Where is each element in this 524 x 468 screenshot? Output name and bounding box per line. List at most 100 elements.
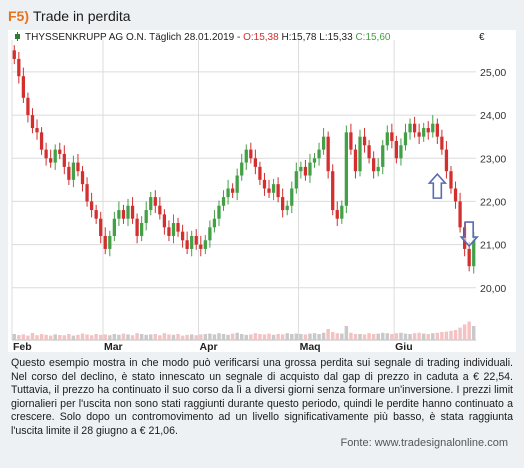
candle-body <box>294 171 298 189</box>
y-tick-label: 20,00 <box>480 283 506 295</box>
volume-bar <box>326 329 330 340</box>
x-month-label: Feb <box>13 341 32 353</box>
candle-body <box>253 158 258 167</box>
volume-bar <box>139 334 144 340</box>
exit-arrow-down-icon <box>459 221 479 248</box>
volume-bar <box>294 333 299 340</box>
volume-bar <box>458 327 462 340</box>
candle-body <box>426 128 430 133</box>
header-high: H:15,78 <box>281 32 317 43</box>
volume-bar <box>194 335 198 340</box>
volume-bar <box>244 334 249 340</box>
candle-body <box>89 201 94 211</box>
volume-bar <box>271 334 276 340</box>
candle-body <box>267 188 271 193</box>
volume-bar <box>381 332 385 340</box>
volume-bar <box>39 334 44 340</box>
volume-bar <box>321 332 326 340</box>
volume-bar <box>149 334 153 340</box>
candle-body <box>153 197 157 206</box>
figure-title: F5) Trade in perdita <box>8 8 131 24</box>
volume-bar <box>26 335 30 340</box>
candle-body <box>299 166 303 172</box>
candlestick-chart: 20,00 21,00 22,00 23,00 24,00 25,00 Feb Mar Apr M… <box>11 40 506 353</box>
candle-body <box>344 132 348 206</box>
volume-bar <box>440 332 444 340</box>
volume-bar <box>385 333 390 340</box>
volume-bar <box>203 334 208 340</box>
candle-body <box>85 184 89 202</box>
volume-bar <box>299 334 303 340</box>
candle-body <box>199 244 203 249</box>
candle-body <box>17 58 21 77</box>
candle-body <box>130 205 135 219</box>
volume-bar <box>290 334 294 340</box>
volume-bar <box>135 333 139 340</box>
volume-bar <box>62 335 67 340</box>
candle-body <box>221 197 226 206</box>
candle-body <box>208 227 212 241</box>
candle-body <box>244 149 248 163</box>
volume-bar <box>467 321 471 340</box>
volume-bar <box>117 334 121 340</box>
candle-body <box>94 210 98 219</box>
volume-bar <box>449 330 453 340</box>
candle-body <box>372 158 376 172</box>
candle-body <box>21 76 26 98</box>
volume-bar <box>453 330 458 340</box>
candle-body <box>440 136 444 150</box>
volume-bar <box>44 334 48 340</box>
candle-body <box>171 223 176 236</box>
volume-bar <box>208 333 212 340</box>
x-month-label: Maq <box>300 341 321 353</box>
volume-bar <box>158 335 162 340</box>
candle-body <box>312 158 317 163</box>
volume-bar <box>230 333 235 340</box>
candle-body <box>149 197 153 211</box>
figure-title-text: Trade in perdita <box>33 8 131 24</box>
volume-bar <box>221 334 226 340</box>
volume-bar <box>53 334 57 340</box>
volume-bar <box>185 334 189 340</box>
volume-bar <box>408 334 412 340</box>
candle-body <box>422 128 426 137</box>
volume-bar <box>58 335 62 340</box>
chart-area <box>8 30 516 352</box>
volume-bar <box>85 334 89 340</box>
volume-bar <box>167 334 171 340</box>
volume-bar <box>276 334 280 340</box>
candle-body <box>203 240 207 249</box>
volume-bar <box>371 334 376 340</box>
candle-body <box>444 149 449 172</box>
candle-body <box>381 145 385 167</box>
x-month-label: Apr <box>200 341 218 353</box>
candle-body <box>62 153 66 167</box>
candle-body <box>431 123 435 133</box>
volume-bar <box>435 332 440 340</box>
candle-body <box>362 136 367 146</box>
candle-body <box>285 205 289 211</box>
candle-body <box>121 210 126 219</box>
volume-bar <box>344 326 349 340</box>
candle-body <box>417 132 421 137</box>
volume-bar <box>17 335 21 340</box>
candle-body <box>180 231 185 241</box>
candle-body <box>80 171 85 185</box>
candle-body <box>376 166 380 172</box>
volume-bar <box>89 335 94 340</box>
candle-body <box>453 188 458 202</box>
candle-body <box>358 136 362 172</box>
candle-body <box>340 205 344 219</box>
candle-body <box>317 149 321 159</box>
candle-body <box>290 188 294 206</box>
figure-number: F5) <box>8 8 29 24</box>
volume-bar <box>94 334 98 340</box>
candle-body <box>126 205 130 219</box>
y-tick-label: 23,00 <box>480 153 506 165</box>
currency-label: € <box>479 32 485 43</box>
y-tick-label: 24,00 <box>480 110 506 122</box>
candle-body <box>367 145 371 159</box>
candle-body <box>235 175 239 193</box>
candle-body <box>394 140 399 159</box>
